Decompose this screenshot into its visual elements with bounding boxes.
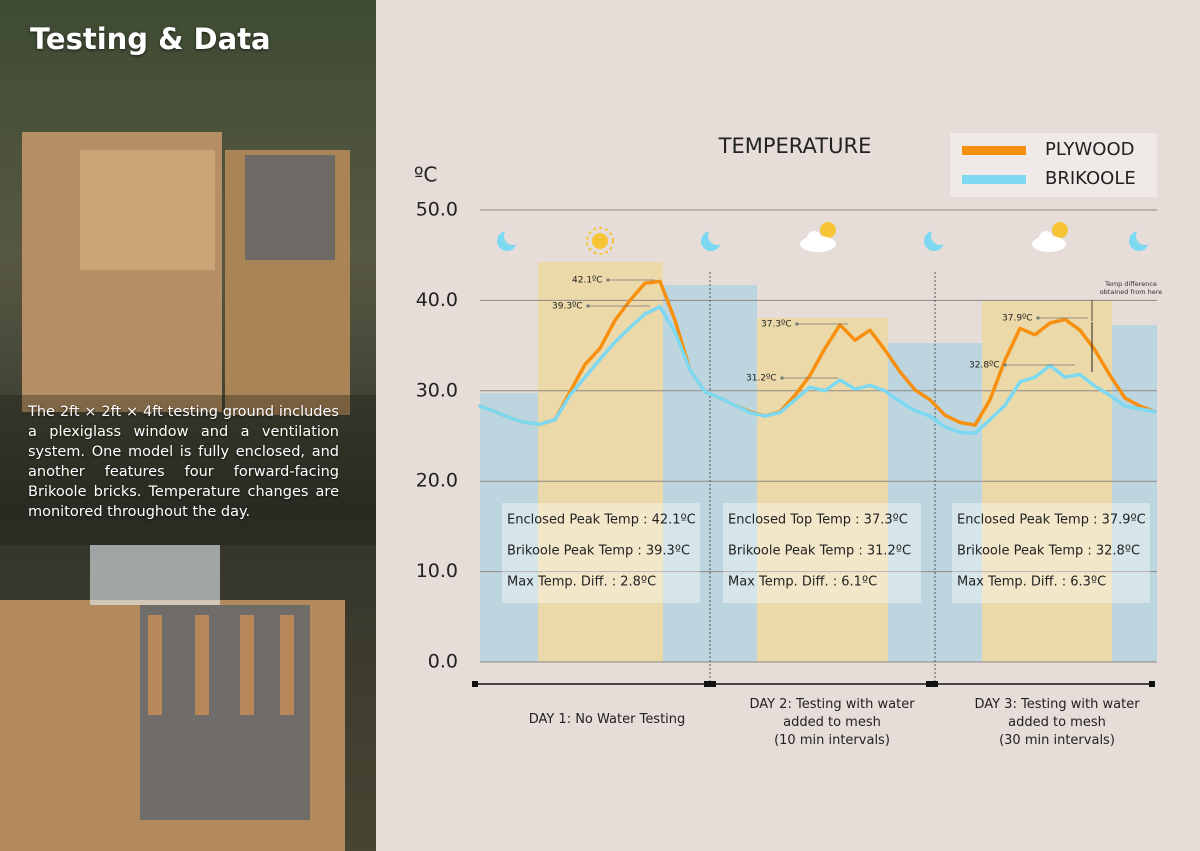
day-label: DAY 2: Testing with water added to mesh (1…: [722, 696, 942, 750]
moon-icon: [1129, 227, 1154, 251]
info-boxes: Enclosed Peak Temp : 42.1ºC Brikoole Peak…: [502, 503, 1150, 603]
annotation: 32.8ºC: [969, 361, 1000, 371]
series-line: [478, 304, 1157, 436]
day-label-line: DAY 3: Testing with water: [974, 697, 1140, 712]
annotations: 42.1ºC 39.3ºC 37.3ºC 31.2ºC 37.9ºC 32.8ºC: [552, 276, 1093, 384]
y-tick-label: 40.0: [416, 289, 458, 311]
legend-label: BRIKOOLE: [1045, 168, 1136, 189]
series-line: [478, 279, 1157, 427]
annotation-dot: [795, 322, 799, 326]
info-box: [502, 503, 700, 603]
day-label: DAY 1: No Water Testing: [497, 711, 717, 729]
info-text: Brikoole Peak Temp : 32.8ºC: [957, 544, 1140, 559]
annotation-dot: [780, 376, 784, 380]
info-text: Enclosed Peak Temp : 37.9ºC: [957, 513, 1146, 528]
annotation-dot: [606, 278, 610, 282]
info-text: Enclosed Top Temp : 37.3ºC: [728, 513, 908, 528]
moon-icon: [924, 227, 949, 251]
legend-swatch: [962, 175, 1026, 184]
annotation-dot: [1003, 363, 1007, 367]
legend: PLYWOOD BRIKOOLE: [962, 139, 1136, 189]
timeline-marker: [472, 681, 478, 687]
info-text: Brikoole Peak Temp : 31.2ºC: [728, 544, 911, 559]
info-text: Max Temp. Diff. : 6.1ºC: [728, 575, 877, 590]
info-text: Max Temp. Diff. : 6.3ºC: [957, 575, 1106, 590]
annotation: 37.9ºC: [1002, 314, 1033, 324]
brick: [148, 615, 162, 715]
day-label-line: (10 min intervals): [774, 733, 890, 748]
info-text: Enclosed Peak Temp : 42.1ºC: [507, 513, 696, 528]
cloud-sun-icon: [800, 222, 836, 252]
annotation-dot: [1036, 316, 1040, 320]
weather-icons: [497, 222, 1154, 255]
day-label-line: added to mesh: [1008, 715, 1106, 730]
timeline-marker: [1149, 681, 1155, 687]
day-label-line: added to mesh: [783, 715, 881, 730]
night-band: [480, 393, 538, 662]
day-label-line: DAY 1: No Water Testing: [528, 712, 686, 727]
brick-frame: [245, 155, 335, 260]
timeline-marker: [704, 681, 716, 687]
chart-title: TEMPERATURE: [718, 134, 872, 158]
moon-icon: [497, 227, 522, 251]
day-band: [538, 262, 663, 662]
day-band: [757, 318, 888, 662]
legend-label: PLYWOOD: [1045, 139, 1134, 160]
y-tick-label: 30.0: [416, 379, 458, 401]
info-box: [952, 503, 1150, 603]
annotation: 39.3ºC: [552, 302, 583, 312]
annotation: 42.1ºC: [572, 276, 603, 286]
legend-box: [950, 133, 1157, 197]
sun-icon: [586, 227, 614, 255]
brick: [240, 615, 254, 715]
series: [478, 279, 1157, 436]
annotation: 31.2ºC: [746, 374, 777, 384]
annotation: Temp difference obtained from here: [1099, 280, 1163, 296]
day-label-line: DAY 2: Testing with water: [749, 697, 915, 712]
cloud-sun-icon: [1032, 222, 1068, 252]
page-title: Testing & Data: [30, 22, 271, 56]
brick: [195, 615, 209, 715]
night-band: [1112, 325, 1157, 662]
annotation-dot: [586, 304, 590, 308]
dividers: [472, 272, 1155, 687]
annotation: 37.3ºC: [761, 320, 792, 330]
day-label: DAY 3: Testing with water added to mesh (3…: [947, 696, 1167, 750]
brick: [280, 615, 294, 715]
moon-icon: [701, 227, 726, 251]
y-tick-label: 50.0: [416, 199, 458, 221]
timeline-marker: [926, 681, 938, 687]
legend-swatch: [962, 146, 1026, 155]
info-text: Max Temp. Diff. : 2.8ºC: [507, 575, 656, 590]
photo-panel: Testing & Data The 2ft × 2ft × 4ft testi…: [0, 0, 376, 851]
y-tick-label: 0.0: [428, 651, 458, 673]
info-box: [723, 503, 921, 603]
y-tick-label: 20.0: [416, 470, 458, 492]
y-tick-label: 10.0: [416, 560, 458, 582]
water-tank: [90, 545, 220, 605]
y-axis-label: ºC: [414, 163, 437, 187]
description: The 2ft × 2ft × 4ft testing ground inclu…: [28, 404, 339, 520]
text-backdrop: [0, 395, 376, 545]
info-text: Brikoole Peak Temp : 39.3ºC: [507, 544, 690, 559]
photo: [0, 0, 376, 851]
day-label-line: (30 min intervals): [999, 733, 1115, 748]
cabinet-door: [80, 150, 215, 270]
